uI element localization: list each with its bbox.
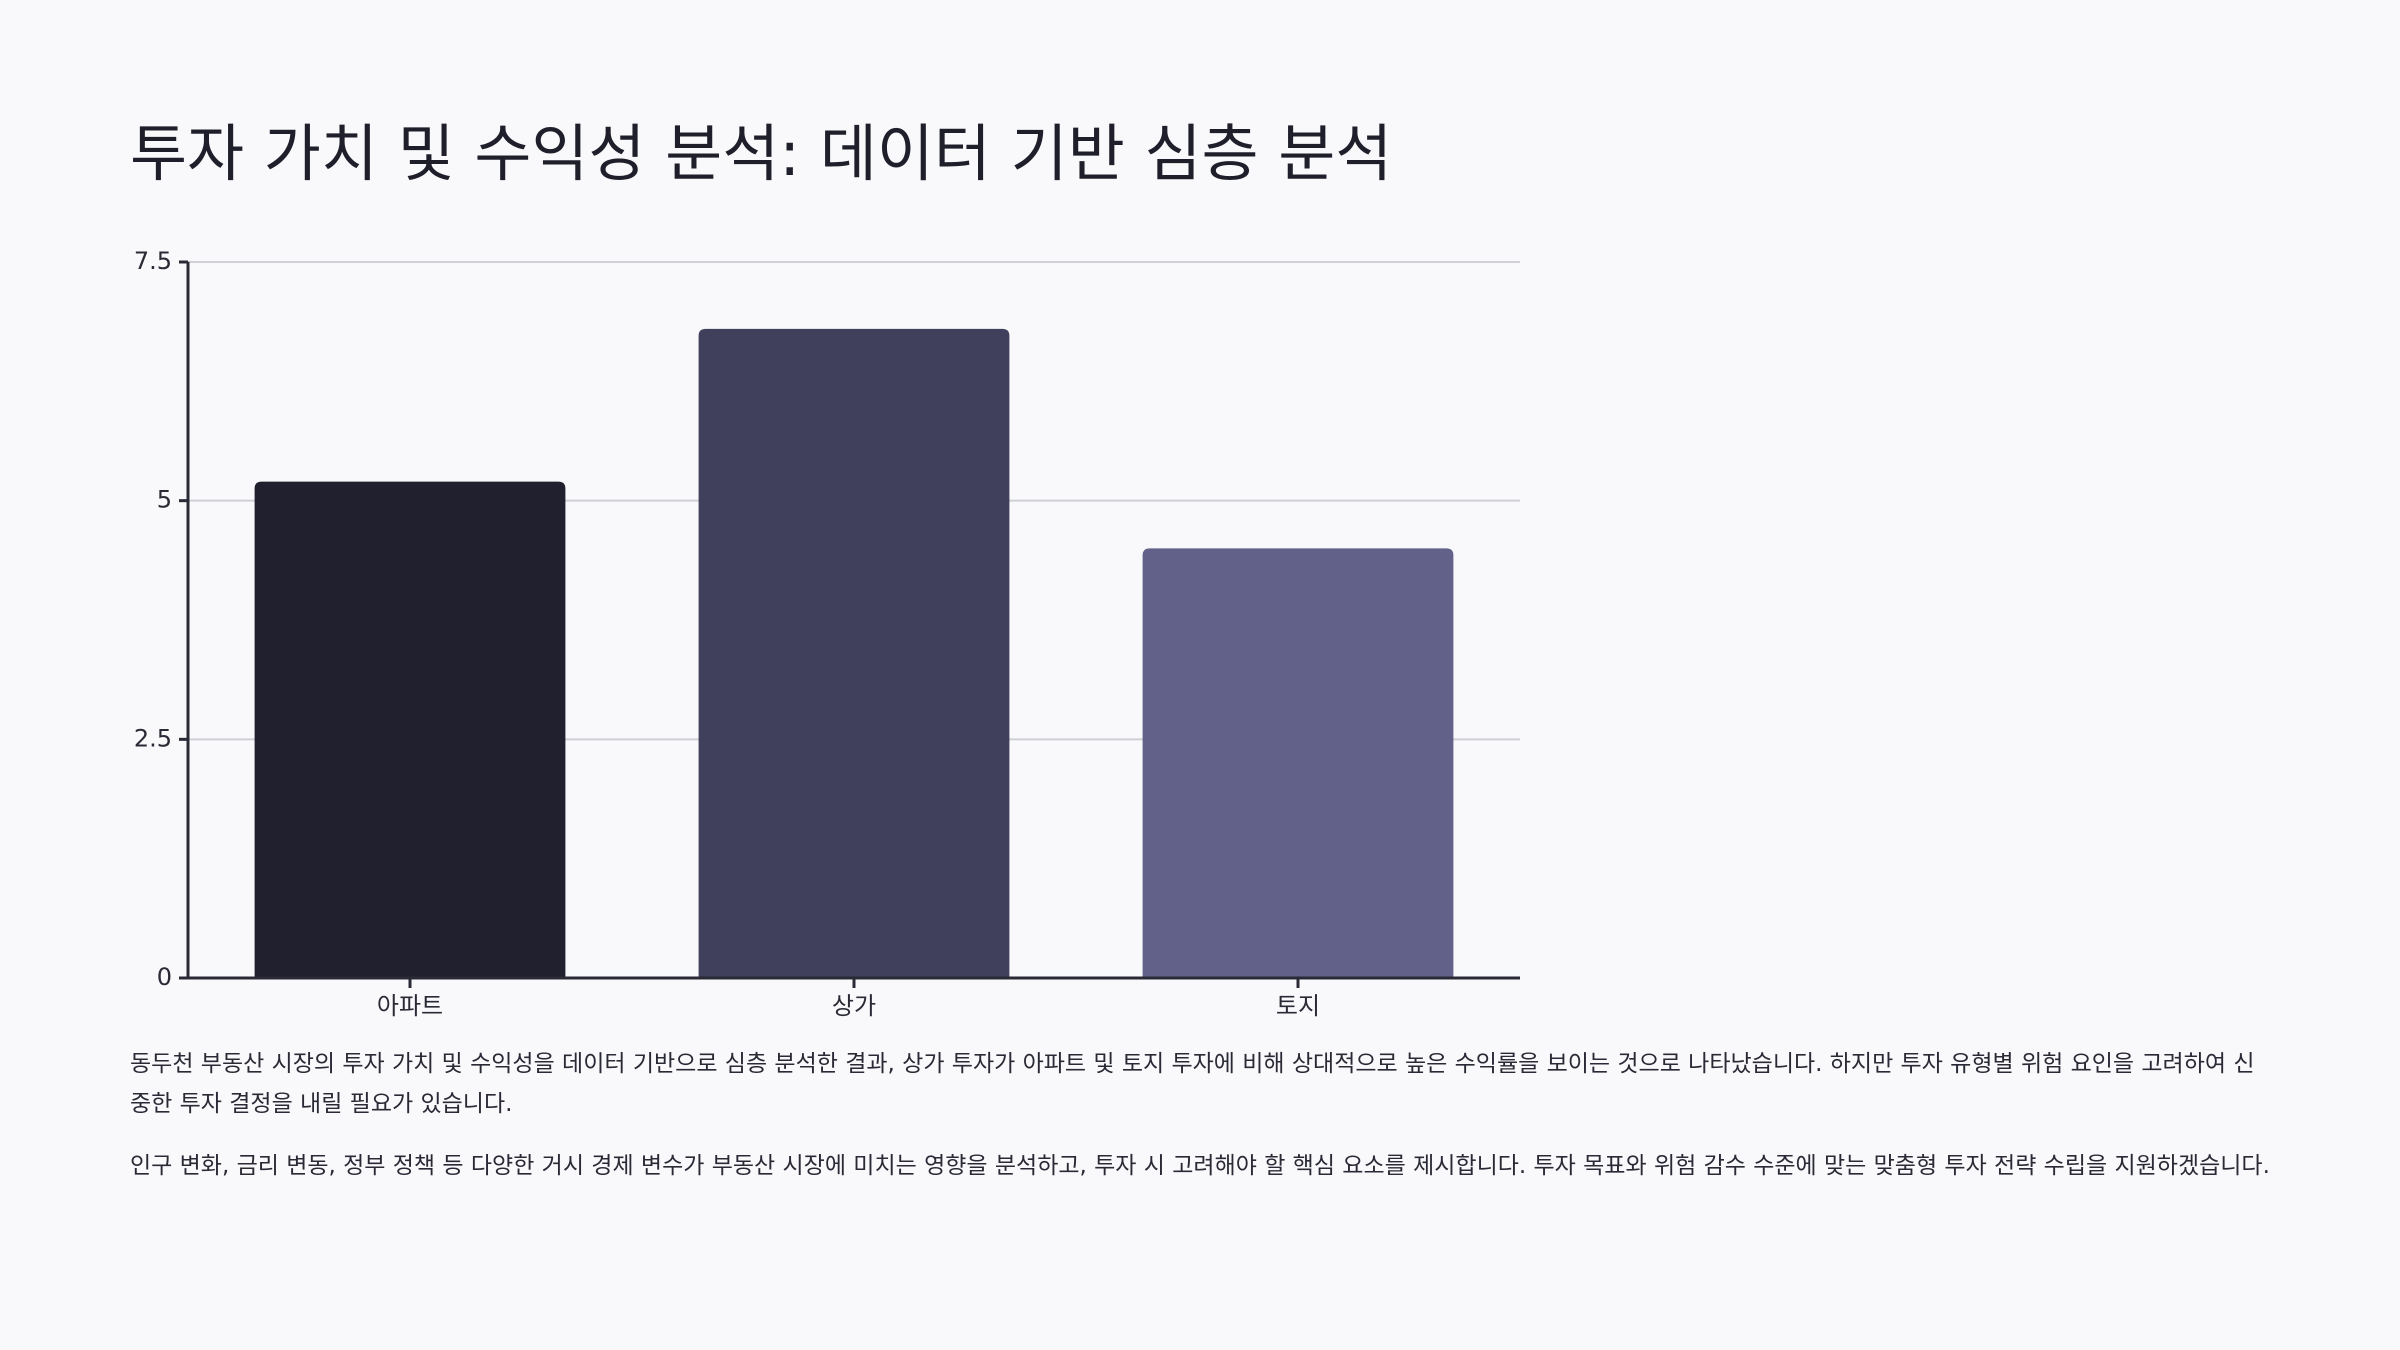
page-title: 투자 가치 및 수익성 분석: 데이터 기반 심층 분석 <box>130 117 1393 190</box>
y-tick-label: 0 <box>157 963 172 991</box>
y-tick-label: 5 <box>157 486 172 514</box>
bar-1 <box>254 481 566 978</box>
x-tick-label: 아파트 <box>377 992 443 1020</box>
y-tick-label: 2.5 <box>134 724 172 752</box>
description: 동두천 부동산 시장의 투자 가치 및 수익성을 데이터 기반으로 심층 분석한… <box>130 1044 2270 1208</box>
bar-chart-svg: 0 2.5 5 7.5 아파트 상가 토지 <box>134 247 1520 1020</box>
bar-3 <box>1142 548 1454 978</box>
bar-chart: 0 2.5 5 7.5 아파트 상가 토지 <box>120 240 1540 1030</box>
y-tick-label: 7.5 <box>134 247 172 275</box>
x-tick-label: 상가 <box>832 992 876 1020</box>
bar-2 <box>698 328 1010 978</box>
description-paragraph-1: 동두천 부동산 시장의 투자 가치 및 수익성을 데이터 기반으로 심층 분석한… <box>130 1051 2255 1117</box>
x-tick-label: 토지 <box>1276 992 1320 1020</box>
description-paragraph-2: 인구 변화, 금리 변동, 정부 정책 등 다양한 거시 경제 변수가 부동산 … <box>130 1153 2270 1179</box>
